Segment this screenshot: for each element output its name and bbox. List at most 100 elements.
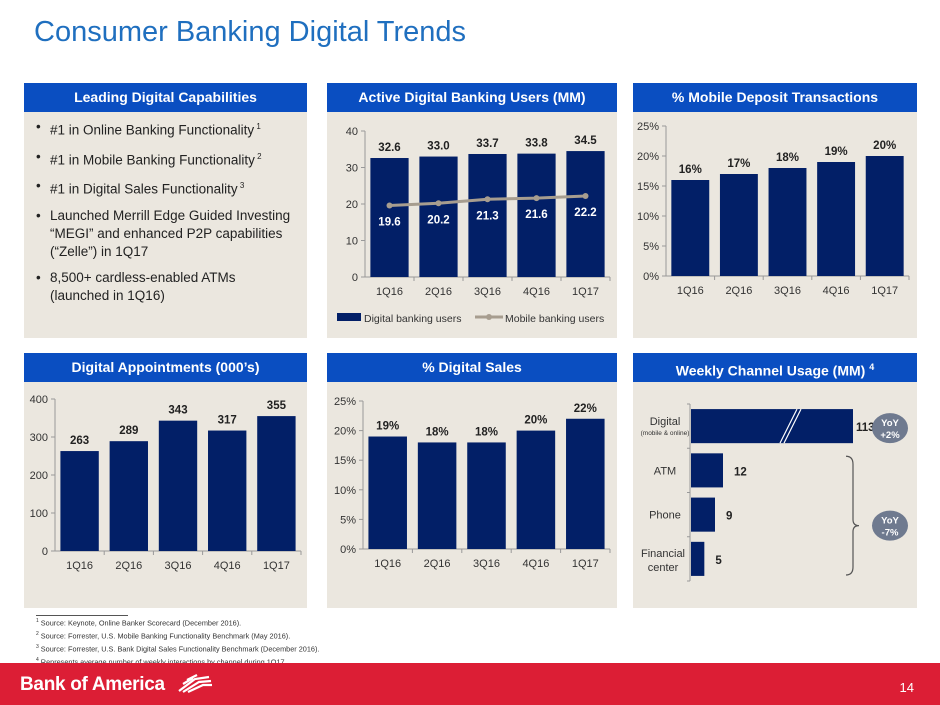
page-number: 14 [899,680,914,695]
footnote: 2 Source: Forrester, U.S. Mobile Banking… [36,629,319,642]
bar [566,151,605,277]
brand-name: Bank of America [20,674,165,695]
category-label: Financial [641,548,685,560]
y-tick-label: 0% [340,544,356,556]
line-point [533,195,540,202]
y-tick-label: 300 [30,432,48,444]
data-label: 355 [267,400,287,412]
legend-marker [486,314,492,320]
bar [768,168,807,276]
category-label: ATM [654,465,676,477]
footnotes: 1 Source: Keynote, Online Banker Scoreca… [36,616,319,668]
data-label: 343 [168,405,187,417]
mobile-deposit-heading: % Mobile Deposit Transactions [633,83,917,112]
y-tick-label: 200 [30,470,48,482]
capability-item: #1 in Online Banking Functionality 1 [34,118,297,140]
mobile-deposit-chart: 0% 5% 10% 15% 20% 25% 1Q16 16% 2Q16 17% 3Q16 18% 4Q1… [637,121,910,297]
y-tick-label: 0 [42,546,48,558]
y-tick-label: 0% [643,271,659,283]
y-tick-label: 40 [346,126,358,138]
y-tick-label: 20 [346,199,358,211]
data-label: 33.8 [525,138,548,150]
y-tick-label: 5% [643,241,659,253]
bar [719,174,758,276]
digital-sales-chart: 0% 5% 10% 15% 20% 25% 1Q16 19% 2Q16 18% 3Q16 18% 4Q1… [334,396,611,570]
x-tick-label: 3Q16 [774,285,801,297]
yoy-badge [872,413,908,444]
active-users-panel: Active Digital Banking Users (MM) 0 10 20 3… [327,83,617,338]
y-tick-label: 10% [637,211,659,223]
bar [671,180,710,276]
weekly-channel-chart: 113 Digital (mobile & online) 12 ATM 9 Phone 5 F… [641,403,908,582]
x-tick-label: 1Q16 [677,285,704,297]
data-label: 33.0 [427,141,449,153]
data-label: 33.7 [476,138,498,150]
yoy-badge-label: YoY [881,516,899,527]
x-tick-label: 1Q16 [66,560,93,572]
footnote-text: Source: Keynote, Online Banker Scorecard… [38,618,242,628]
capability-item: 8,500+ cardless-enabled ATMs (launched i… [34,269,297,305]
y-tick-label: 10 [346,236,358,248]
bar [467,442,506,549]
x-tick-label: 2Q16 [424,558,451,570]
line-data-label: 21.6 [525,209,547,221]
footnote-ref: 1 [254,122,261,131]
y-tick-label: 10% [334,485,356,497]
x-tick-label: 1Q17 [572,286,599,298]
x-tick-label: 2Q16 [115,560,142,572]
data-label: 17% [727,158,750,170]
axis-break-mark [779,408,798,444]
capabilities-list: #1 in Online Banking Functionality 1#1 i… [34,118,297,313]
legend-swatch-bar [337,313,361,321]
yoy-badge-value: +2% [880,430,900,441]
axis-break-mark [783,408,802,444]
line-data-label: 19.6 [378,216,400,228]
capabilities-panel: Leading Digital Capabilities #1 in Onlin… [24,83,307,338]
x-tick-label: 1Q17 [572,558,599,570]
data-label: 19% [376,421,399,433]
line-point [435,200,442,207]
data-label: 18% [426,426,449,438]
footnote: 3 Source: Forrester, U.S. Bank Digital S… [36,642,319,655]
bar [817,162,856,276]
capability-text: #1 in Mobile Banking Functionality [50,152,255,167]
category-label: Phone [649,510,681,522]
x-tick-label: 4Q16 [523,286,550,298]
capability-text: #1 in Online Banking Functionality [50,122,255,138]
x-tick-label: 4Q16 [823,285,850,297]
capability-text: Launched Merrill Edge Guided Investing “… [50,207,291,259]
y-tick-label: 20% [334,426,356,438]
line-point [582,192,589,199]
x-tick-label: 3Q16 [473,558,500,570]
data-label: 18% [475,426,498,438]
data-label: 263 [70,435,89,447]
footnote: 1 Source: Keynote, Online Banker Scoreca… [36,616,319,629]
line-data-label: 20.2 [427,214,449,226]
data-label: 9 [726,511,732,523]
capability-text: 8,500+ cardless-enabled ATMs (launched i… [50,269,236,303]
y-tick-label: 100 [30,508,48,520]
data-label: 22% [574,403,597,415]
data-label: 5 [715,555,722,567]
x-tick-label: 1Q17 [871,285,898,297]
y-tick-label: 0 [352,272,358,284]
capability-item: Launched Merrill Edge Guided Investing “… [34,207,297,261]
bar [208,430,247,551]
yoy-badge-value: -7% [882,528,899,539]
category-label: center [648,562,679,574]
legend-label: Digital banking users [364,313,461,325]
line-data-label: 22.2 [574,207,596,219]
mobile-deposit-panel: % Mobile Deposit Transactions 0% 5% 10% 15%… [633,83,917,338]
capability-text: #1 in Digital Sales Functionality [50,181,238,197]
appointments-chart: 0 100 200 300 400 1Q16 263 2Q16 289 3Q16 343 4Q16 31… [30,394,302,572]
legend-label: Mobile banking users [505,313,604,325]
data-label: 20% [873,140,896,152]
footnote-text: Source: Forrester, U.S. Bank Digital Sal… [38,644,320,654]
yoy-badge-label: YoY [881,418,899,429]
page-title: Consumer Banking Digital Trends [34,16,466,48]
x-tick-label: 2Q16 [725,285,752,297]
bar [419,156,458,277]
bar [691,541,705,576]
digital-sales-panel: % Digital Sales 0% 5% 10% 15% 20% 25% 1Q16 19% 2… [327,353,617,608]
x-tick-label: 4Q16 [214,560,241,572]
